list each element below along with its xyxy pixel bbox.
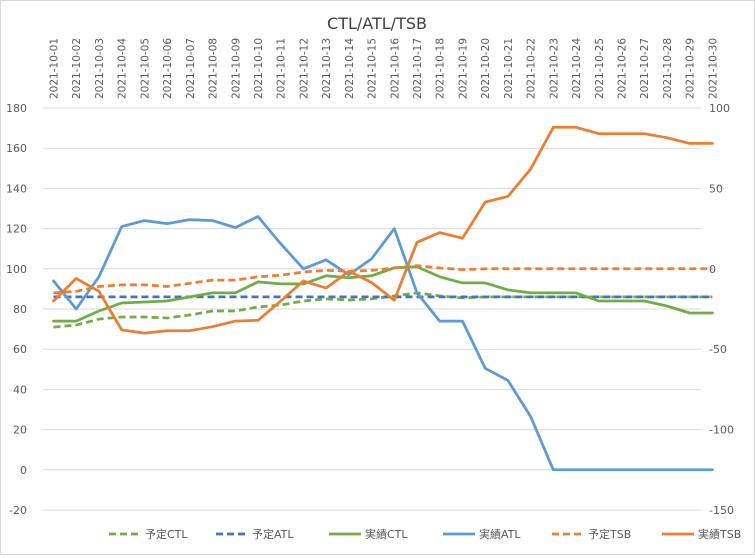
- x-tick-label: 2021-10-28: [662, 38, 674, 99]
- x-tick-label: 2021-10-26: [617, 38, 629, 99]
- x-tick-label: 2021-10-16: [389, 38, 401, 99]
- x-tick-label: 2021-10-17: [412, 38, 424, 99]
- left-tick-label: 60: [13, 343, 27, 356]
- series-line: [52, 125, 714, 335]
- x-tick-label: 2021-10-08: [208, 38, 220, 99]
- right-tick-label: 50: [709, 182, 723, 195]
- gridlines: [43, 107, 701, 511]
- x-tick-label: 2021-10-07: [185, 38, 197, 99]
- x-tick-label: 2021-10-29: [685, 38, 697, 99]
- left-tick-label: 0: [20, 464, 27, 477]
- x-tick-label: 2021-10-12: [298, 38, 310, 99]
- right-tick-label: 100: [709, 102, 730, 115]
- x-tick-label: 2021-10-30: [707, 38, 719, 99]
- right-axis: -150 -100 -50 0 50 100: [709, 102, 734, 517]
- legend-entry: 実績TSB: [698, 527, 741, 541]
- x-tick-label: 2021-10-04: [117, 38, 129, 99]
- left-tick-label: 140: [6, 182, 27, 195]
- series-lines: [52, 125, 714, 472]
- right-tick-label: -150: [709, 504, 734, 517]
- left-tick-label: 20: [13, 424, 27, 437]
- series-line: [53, 264, 713, 295]
- legend-entry: 予定CTL: [145, 527, 188, 541]
- legend-entry: 実績CTL: [365, 527, 408, 541]
- right-tick-label: 0: [709, 263, 716, 276]
- x-tick-label: 2021-10-20: [480, 38, 492, 99]
- x-tick-label: 2021-10-01: [49, 38, 61, 99]
- x-tick-label: 2021-10-05: [139, 38, 151, 99]
- chart-title: CTL/ATL/TSB: [327, 14, 427, 33]
- left-tick-label: -20: [9, 504, 27, 517]
- x-tick-label: 2021-10-24: [571, 38, 583, 99]
- left-tick-label: 100: [6, 263, 27, 276]
- series-line: [52, 265, 714, 323]
- x-axis: 2021-10-01 2021-10-02 2021-10-03 2021-10-04…: [49, 38, 720, 99]
- legend: 予定CTL 予定ATL 実績CTL 実績ATL 予定TSB 実績TSB: [109, 527, 741, 541]
- left-tick-label: 160: [6, 142, 27, 155]
- x-tick-label: 2021-10-21: [503, 38, 515, 99]
- x-tick-label: 2021-10-06: [162, 38, 174, 99]
- x-tick-label: 2021-10-19: [457, 38, 469, 99]
- legend-entry: 予定ATL: [252, 527, 294, 541]
- x-tick-label: 2021-10-14: [344, 38, 356, 99]
- x-tick-label: 2021-10-23: [548, 38, 560, 99]
- right-tick-label: -100: [709, 424, 734, 437]
- x-tick-label: 2021-10-18: [435, 38, 447, 99]
- left-tick-label: 40: [13, 383, 27, 396]
- left-tick-label: 120: [6, 223, 27, 236]
- left-tick-label: 180: [6, 102, 27, 115]
- x-tick-label: 2021-10-09: [230, 38, 242, 99]
- x-tick-label: 2021-10-10: [253, 38, 265, 99]
- left-tick-label: 80: [13, 303, 27, 316]
- left-axis: -20 0 20 40 60 80 100 120 140 160 180: [6, 102, 27, 517]
- x-tick-label: 2021-10-03: [94, 38, 106, 99]
- series-line: [53, 291, 713, 329]
- right-tick-label: -50: [709, 343, 727, 356]
- x-tick-label: 2021-10-02: [71, 38, 83, 99]
- legend-entry: 実績ATL: [479, 527, 521, 541]
- series-line: [52, 215, 714, 472]
- x-tick-label: 2021-10-13: [321, 38, 333, 99]
- x-tick-label: 2021-10-25: [594, 38, 606, 99]
- x-tick-label: 2021-10-15: [367, 38, 379, 99]
- legend-entry: 予定TSB: [588, 527, 631, 541]
- x-tick-label: 2021-10-27: [639, 38, 651, 99]
- x-tick-label: 2021-10-22: [526, 38, 538, 99]
- x-tick-label: 2021-10-11: [276, 38, 288, 99]
